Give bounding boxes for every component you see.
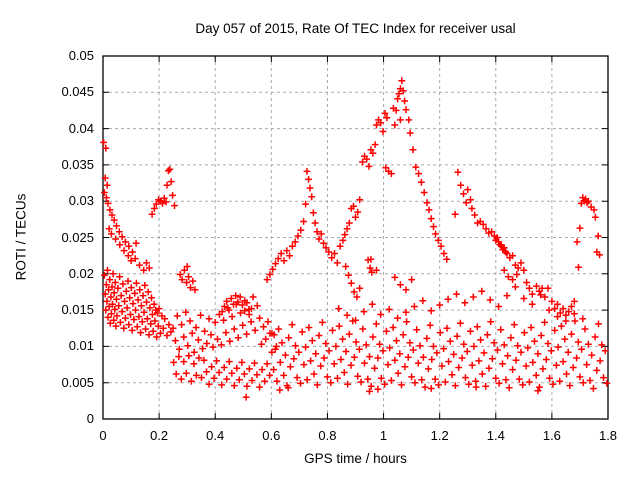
- y-tick-label: 0: [86, 411, 94, 426]
- grid-lines: [103, 56, 608, 419]
- x-tick-label: 1.6: [542, 428, 561, 443]
- y-tick-label: 0.03: [68, 193, 94, 209]
- x-tick-label: 1.8: [598, 428, 618, 443]
- y-tick-label: 0.045: [61, 84, 94, 100]
- data-points: [100, 77, 611, 401]
- x-tick-label: 0.8: [318, 428, 337, 443]
- x-tick-label: 0.6: [262, 428, 281, 443]
- y-axis-label: ROTI / TECUs: [13, 193, 29, 281]
- y-tick-label: 0.01: [68, 338, 94, 354]
- x-tick-label: 0: [99, 428, 107, 443]
- y-tick-label: 0.005: [61, 374, 94, 390]
- x-tick-label: 1.2: [430, 428, 449, 443]
- y-tick-label: 0.015: [61, 302, 94, 318]
- x-tick-label: 1: [379, 428, 388, 443]
- y-tick-label: 0.035: [61, 156, 94, 172]
- x-axis-label: GPS time / hours: [304, 451, 407, 466]
- y-tick-label: 0.05: [68, 48, 94, 63]
- y-tick-label: 0.02: [68, 265, 94, 281]
- plot-border: [102, 55, 609, 420]
- y-tick-label: 0.025: [61, 229, 94, 245]
- x-tick-label: 1.4: [486, 428, 505, 443]
- x-tick-label: 0.2: [150, 428, 169, 443]
- x-tick-label: 0.4: [206, 428, 225, 443]
- y-tick-label: 0.04: [68, 120, 94, 136]
- chart-title: Day 057 of 2015, Rate Of TEC Index for r…: [195, 21, 516, 36]
